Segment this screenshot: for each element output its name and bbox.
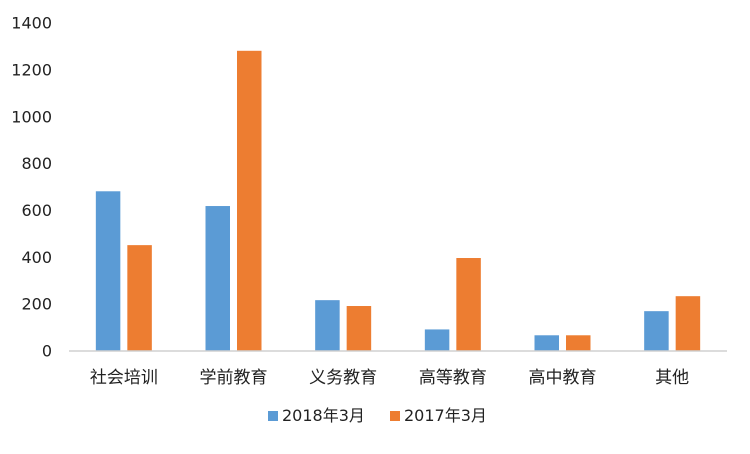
bar-series1-5: [644, 311, 669, 351]
bar-series2-3: [456, 258, 481, 351]
bars: [95, 50, 701, 351]
bar-series1-0: [95, 191, 121, 351]
bar-series2-2: [346, 306, 372, 351]
bar-series2-4: [566, 335, 591, 351]
y-tick-label: 0: [42, 342, 52, 361]
x-tick-label: 社会培训: [90, 368, 158, 388]
y-axis-ticks: 0 200 400 600 800 1000 1200 1400: [11, 14, 52, 361]
x-axis-ticks: 社会培训 学前教育 义务教育 高等教育 高中教育 其他: [90, 368, 689, 388]
bar-series1-4: [534, 335, 559, 351]
y-tick-label: 200: [21, 295, 52, 314]
bar-series1-3: [424, 329, 450, 351]
x-tick-label: 学前教育: [200, 368, 268, 388]
legend-swatch: [268, 411, 278, 421]
x-tick-label: 其他: [655, 368, 689, 388]
y-tick-label: 1400: [11, 14, 52, 33]
bar-series1-1: [205, 206, 230, 351]
bar-series2-0: [127, 245, 152, 351]
bar-series2-1: [237, 50, 262, 351]
legend-label: 2017年3月: [404, 406, 487, 425]
x-tick-label: 义务教育: [309, 368, 377, 388]
bar-series1-2: [315, 300, 340, 351]
x-tick-label: 高中教育: [529, 368, 597, 388]
x-tick-label: 高等教育: [419, 368, 487, 388]
bar-series2-5: [675, 296, 701, 351]
y-tick-label: 600: [21, 201, 52, 220]
y-tick-label: 1000: [11, 107, 52, 126]
legend-swatch: [390, 411, 400, 421]
legend-label: 2018年3月: [282, 406, 365, 425]
y-tick-label: 1200: [11, 61, 52, 80]
y-tick-label: 400: [21, 248, 52, 267]
legend: 2018年3月 2017年3月: [268, 406, 487, 425]
y-tick-label: 800: [21, 154, 52, 173]
